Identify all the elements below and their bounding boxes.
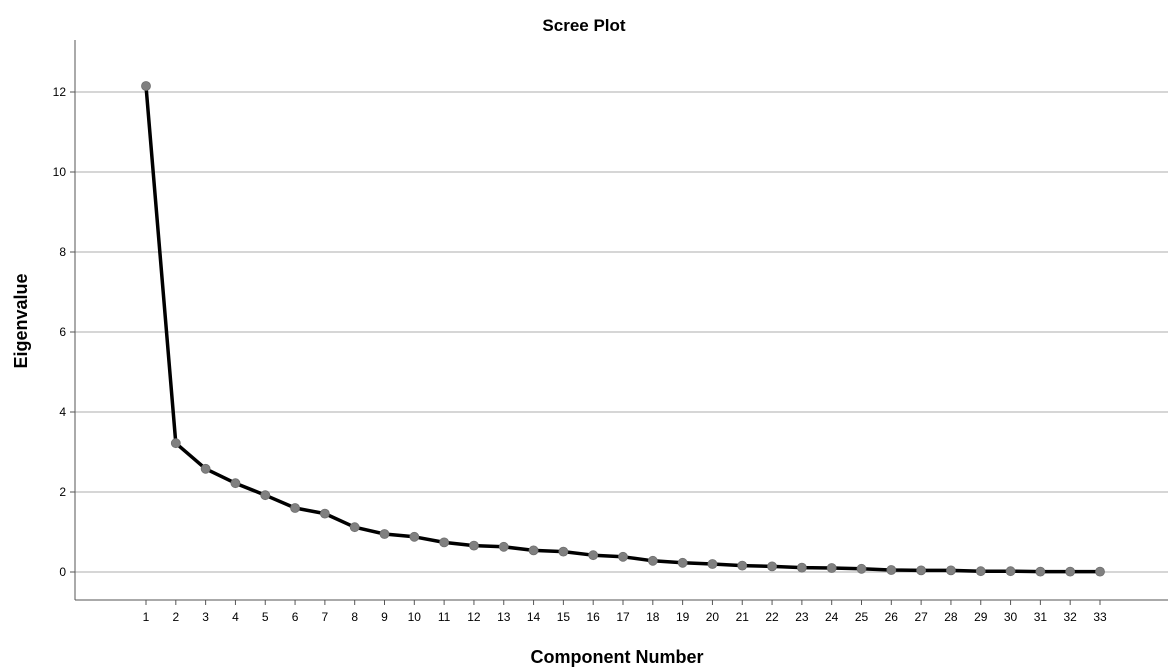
data-point-33 — [1095, 566, 1105, 577]
data-point-19 — [677, 557, 688, 568]
x-tick-label-22: 22 — [765, 610, 779, 624]
data-point-11 — [439, 537, 450, 548]
data-point-5 — [260, 490, 271, 501]
data-point-25 — [856, 563, 867, 574]
data-point-17 — [618, 551, 628, 562]
data-point-27 — [916, 565, 927, 576]
x-tick-label-30: 30 — [1004, 610, 1018, 624]
data-point-1 — [141, 81, 151, 91]
x-tick-label-12: 12 — [467, 610, 481, 624]
x-tick-label-20: 20 — [706, 610, 720, 624]
x-tick-label-29: 29 — [974, 610, 988, 624]
x-tick-label-9: 9 — [381, 610, 388, 624]
x-tick-label-15: 15 — [557, 610, 571, 624]
data-point-12 — [469, 540, 479, 551]
x-tick-label-33: 33 — [1093, 610, 1107, 624]
x-tick-label-18: 18 — [646, 610, 660, 624]
x-tick-label-8: 8 — [351, 610, 358, 624]
data-point-20 — [707, 559, 718, 569]
x-tick-label-27: 27 — [914, 610, 928, 624]
x-tick-label-5: 5 — [262, 610, 269, 624]
x-tick-label-28: 28 — [944, 610, 958, 624]
series-eigenvalue — [141, 81, 1105, 577]
y-tick-label-12: 12 — [53, 85, 67, 99]
x-tick-label-24: 24 — [825, 610, 839, 624]
y-tick-labels: 0 2 4 6 8 10 12 — [53, 85, 75, 579]
x-tick-label-3: 3 — [202, 610, 209, 624]
y-tick-label-8: 8 — [59, 245, 66, 259]
axes — [74, 40, 1168, 601]
data-point-31 — [1035, 566, 1046, 577]
x-tick-label-26: 26 — [885, 610, 899, 624]
y-tick-label-2: 2 — [59, 485, 66, 499]
data-point-8 — [349, 522, 360, 533]
y-tick-label-6: 6 — [59, 325, 66, 339]
x-axis-label: Component Number — [531, 647, 704, 667]
data-point-29 — [975, 566, 986, 577]
x-tick-label-32: 32 — [1064, 610, 1078, 624]
data-point-13 — [498, 541, 509, 552]
data-point-14 — [528, 545, 539, 556]
x-tick-label-11: 11 — [438, 610, 451, 624]
data-point-18 — [647, 555, 658, 566]
x-tick-label-6: 6 — [292, 610, 299, 624]
x-tick-label-14: 14 — [527, 610, 541, 624]
data-point-9 — [379, 529, 390, 539]
data-point-15 — [558, 546, 569, 557]
data-point-7 — [319, 508, 330, 519]
x-tick-label-2: 2 — [172, 610, 179, 624]
data-point-10 — [409, 531, 420, 542]
data-point-2 — [170, 438, 181, 449]
x-tick-label-31: 31 — [1034, 610, 1048, 624]
x-tick-label-13: 13 — [497, 610, 511, 624]
data-point-16 — [588, 550, 599, 561]
data-point-23 — [796, 562, 807, 573]
x-tick-label-1: 1 — [143, 610, 150, 624]
x-tick-label-17: 17 — [616, 610, 630, 624]
y-tick-label-0: 0 — [59, 565, 66, 579]
data-point-32 — [1065, 566, 1076, 577]
x-tick-label-19: 19 — [676, 610, 690, 624]
data-point-3 — [200, 463, 211, 474]
y-axis-label: Eigenvalue — [11, 273, 31, 368]
x-tick-labels: 1 2 3 4 5 6 7 8 9 10 11 12 13 14 15 16 17 18 19 20 21 22 23 24 2… — [143, 600, 1107, 624]
y-tick-label-10: 10 — [53, 165, 67, 179]
x-tick-label-21: 21 — [736, 610, 750, 624]
x-tick-label-4: 4 — [232, 610, 239, 624]
x-tick-label-23: 23 — [795, 610, 809, 624]
data-point-26 — [886, 565, 897, 575]
x-tick-label-10: 10 — [408, 610, 422, 624]
data-point-4 — [230, 478, 241, 489]
data-point-22 — [767, 561, 777, 572]
data-point-30 — [1005, 566, 1016, 577]
data-point-21 — [737, 560, 748, 571]
x-tick-label-7: 7 — [322, 610, 329, 624]
data-point-24 — [826, 563, 837, 573]
data-point-28 — [946, 565, 956, 576]
x-tick-label-25: 25 — [855, 610, 869, 624]
data-point-6 — [290, 503, 300, 513]
x-tick-label-16: 16 — [587, 610, 601, 624]
y-tick-label-4: 4 — [59, 405, 66, 419]
chart-title: Scree Plot — [542, 16, 625, 35]
